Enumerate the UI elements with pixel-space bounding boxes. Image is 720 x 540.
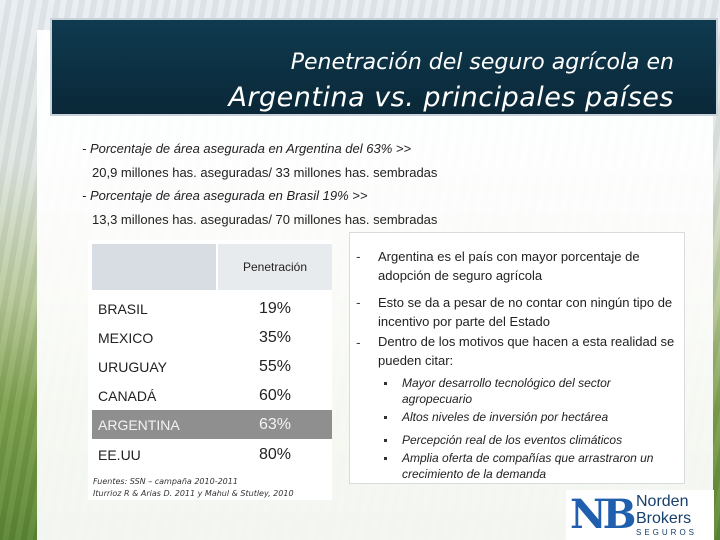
country-cell: EE.UU xyxy=(98,446,141,463)
title-banner: Penetración del seguro agrícola en Argen… xyxy=(50,18,718,116)
bullet-dash: - xyxy=(356,296,361,311)
sub-bullet-square xyxy=(384,416,387,419)
bullet-dash: - xyxy=(356,336,361,351)
sub-bullet-1: Mayor desarrollo tecnológico del sector … xyxy=(402,376,611,406)
table-header-penetration: Penetración xyxy=(218,244,332,290)
country-cell: URUGUAY xyxy=(98,358,167,375)
logo-line-3: SEGUROS xyxy=(636,528,698,537)
table-row: URUGUAY 55% xyxy=(92,352,332,381)
value-cell: 63% xyxy=(258,415,292,433)
title-line-1: Penetración del seguro agrícola en xyxy=(290,50,674,75)
title-line-2: Argentina vs. principales países xyxy=(228,82,674,113)
sub-bullet-square xyxy=(384,382,387,385)
intro-text: - Porcentaje de área asegurada en Argent… xyxy=(82,137,437,231)
table-row: BRASIL 19% xyxy=(92,294,332,323)
intro-line-1: - Porcentaje de área asegurada en Argent… xyxy=(82,141,412,156)
table-header-empty xyxy=(92,244,216,290)
sub-bullet-4: Amplia oferta de compañías que arrastrar… xyxy=(402,451,654,481)
intro-line-3: - Porcentaje de área asegurada en Brasil… xyxy=(82,188,368,203)
source-note: Fuentes: SSN – campaña 2010-2011 Iturrio… xyxy=(93,476,294,500)
value-cell: 19% xyxy=(258,299,292,317)
table-row: EE.UU 80% xyxy=(92,440,332,469)
bullet-3: Dentro de los motivos que hacen a esta r… xyxy=(378,334,675,368)
bullet-2: Esto se da a pesar de no contar con ning… xyxy=(378,295,673,329)
source-line-2: Iturrioz R & Arias D. 2011 y Mahul & Stu… xyxy=(93,489,294,498)
sub-bullet-2: Altos niveles de inversión por hectárea xyxy=(402,410,609,424)
sub-bullet-square xyxy=(384,457,387,460)
table-row: CANADÁ 60% xyxy=(92,381,332,410)
source-line-1: Fuentes: SSN – campaña 2010-2011 xyxy=(93,477,238,486)
table-row-highlighted: ARGENTINA 63% xyxy=(92,410,332,439)
value-cell: 80% xyxy=(258,445,292,463)
table-row: MEXICO 35% xyxy=(92,323,332,352)
bullet-dash: - xyxy=(356,250,361,265)
norden-brokers-logo: NB Norden Brokers SEGUROS xyxy=(566,490,714,540)
country-cell: ARGENTINA xyxy=(98,416,180,433)
country-cell: BRASIL xyxy=(98,300,148,317)
country-cell: MEXICO xyxy=(98,329,154,346)
intro-line-4: 13,3 millones has. aseguradas/ 70 millon… xyxy=(92,211,438,227)
sub-bullet-square xyxy=(384,439,387,442)
findings-box xyxy=(349,232,685,484)
nb-logo-mark: NB xyxy=(570,491,636,538)
intro-line-2: 20,9 millones has. aseguradas/ 33 millon… xyxy=(92,164,438,180)
sub-bullet-3: Percepción real de los eventos climático… xyxy=(402,433,623,447)
logo-line-2: Brokers xyxy=(636,510,692,527)
value-cell: 60% xyxy=(258,386,292,404)
value-cell: 55% xyxy=(258,357,292,375)
value-cell: 35% xyxy=(258,328,292,346)
country-cell: CANADÁ xyxy=(98,387,157,404)
logo-line-1: Norden xyxy=(636,493,689,510)
bullet-1: Argentina es el país con mayor porcentaj… xyxy=(378,247,668,285)
bullet-1-text: Argentina es el país con mayor porcentaj… xyxy=(378,249,640,283)
